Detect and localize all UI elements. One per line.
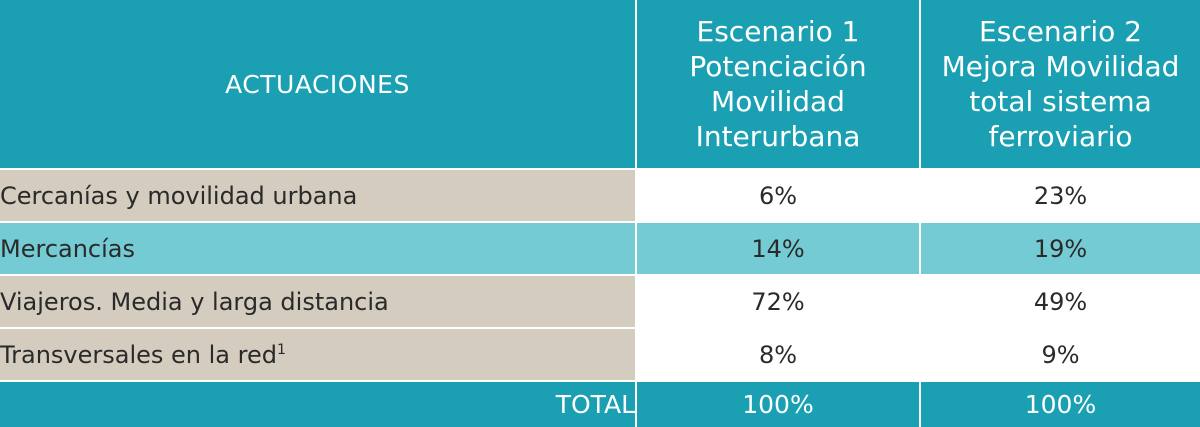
scenario1-header-line: Potenciación bbox=[689, 50, 867, 83]
header-row: ACTUACIONES Escenario 1 Potenciación Mov… bbox=[0, 0, 1200, 170]
total-row: TOTAL 100% 100% bbox=[0, 380, 1200, 427]
actuaciones-header: ACTUACIONES bbox=[0, 0, 637, 170]
scenario2-header-line: Mejora Movilidad bbox=[941, 50, 1180, 83]
scenario1-header: Escenario 1 Potenciación Movilidad Inter… bbox=[635, 0, 921, 170]
row-label-text: Transversales en la red bbox=[0, 340, 277, 369]
scenario2-value: 19% bbox=[919, 221, 1200, 276]
table-row: Cercanías y movilidad urbana 6% 23% bbox=[0, 168, 1200, 223]
scenario1-value: 6% bbox=[635, 168, 921, 223]
scenario1-header-line: Interurbana bbox=[695, 120, 861, 153]
table-row: Transversales en la red1 8% 9% bbox=[0, 327, 1200, 382]
scenario2-header-line: Escenario 2 bbox=[979, 15, 1142, 48]
table-row: Viajeros. Media y larga distancia 72% 49… bbox=[0, 274, 1200, 329]
scenario1-header-line: Escenario 1 bbox=[696, 15, 860, 48]
scenario1-value: 72% bbox=[635, 274, 921, 329]
scenario1-value: 8% bbox=[635, 327, 921, 382]
scenario2-header: Escenario 2 Mejora Movilidad total siste… bbox=[919, 0, 1200, 170]
scenario1-header-line: Movilidad bbox=[711, 85, 845, 118]
row-label: Viajeros. Media y larga distancia bbox=[0, 274, 637, 329]
scenario2-value: 49% bbox=[919, 274, 1200, 329]
footnote-marker: 1 bbox=[276, 341, 286, 358]
total-scenario1-value: 100% bbox=[635, 380, 921, 427]
scenario2-header-line: ferroviario bbox=[988, 120, 1133, 153]
total-scenario2-value: 100% bbox=[919, 380, 1200, 427]
scenario2-value: 23% bbox=[919, 168, 1200, 223]
row-label: Cercanías y movilidad urbana bbox=[0, 168, 637, 223]
row-label: Transversales en la red1 bbox=[0, 327, 637, 382]
total-label: TOTAL bbox=[0, 380, 637, 427]
row-label: Mercancías bbox=[0, 221, 637, 276]
scenario2-value: 9% bbox=[919, 327, 1200, 382]
scenario2-header-line: total sistema bbox=[969, 85, 1152, 118]
scenario1-value: 14% bbox=[635, 221, 921, 276]
table-row: Mercancías 14% 19% bbox=[0, 221, 1200, 276]
